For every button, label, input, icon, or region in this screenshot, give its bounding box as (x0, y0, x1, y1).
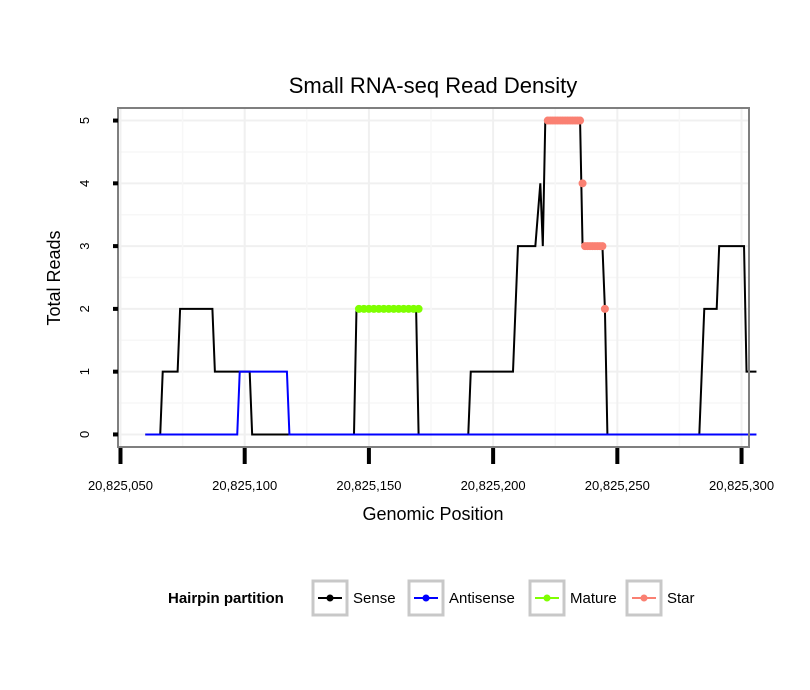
series-line-sense (145, 119, 757, 436)
data-point-star (578, 179, 587, 188)
y-tick-label: 5 (77, 117, 92, 124)
y-tick-label: 0 (77, 431, 92, 438)
series-layer (145, 116, 757, 436)
legend-item-mature: Mature (528, 579, 617, 617)
legend-key-point-antisense (422, 594, 430, 602)
legend-label-star: Star (667, 590, 695, 607)
series-sense (145, 119, 757, 436)
y-tick-label: 1 (77, 368, 92, 375)
x-tick-label: 20,825,250 (585, 478, 650, 493)
legend-label-mature: Mature (570, 590, 617, 607)
data-point-star (600, 304, 609, 313)
panel-border (117, 107, 750, 448)
legend-key-point-sense (326, 594, 334, 602)
series-antisense (145, 370, 757, 436)
legend-item-sense: Sense (311, 579, 396, 617)
data-point-star (576, 116, 585, 125)
axes: 0 1 2 3 4 5 20,825,050 20,825,100 20,825,150 20,8… (77, 117, 774, 493)
legend-key-point-star (640, 594, 648, 602)
legend-key-point-mature (543, 594, 551, 602)
x-tick-label: 20,825,300 (709, 478, 774, 493)
series-star (543, 116, 609, 313)
x-axis-label: Genomic Position (362, 504, 503, 524)
y-axis-label: Total Reads (44, 230, 64, 325)
x-tick-label: 20,825,050 (88, 478, 153, 493)
chart-title: Small RNA-seq Read Density (289, 73, 578, 98)
grid (118, 108, 749, 447)
legend-item-star: Star (625, 579, 695, 617)
data-point-star (598, 242, 607, 251)
legend-label-sense: Sense (353, 590, 396, 607)
legend-item-antisense: Antisense (407, 579, 515, 617)
data-point-mature (414, 304, 423, 313)
y-tick-label: 3 (77, 242, 92, 249)
legend: Hairpin partition Sense Antisense Mature St… (168, 579, 695, 617)
legend-title: Hairpin partition (168, 590, 284, 607)
x-tick-label: 20,825,100 (212, 478, 277, 493)
y-tick-label: 2 (77, 305, 92, 312)
series-mature (354, 304, 423, 313)
legend-label-antisense: Antisense (449, 590, 515, 607)
x-tick-label: 20,825,150 (336, 478, 401, 493)
y-tick-label: 4 (77, 180, 92, 187)
series-line-antisense (145, 370, 757, 436)
x-tick-label: 20,825,200 (461, 478, 526, 493)
